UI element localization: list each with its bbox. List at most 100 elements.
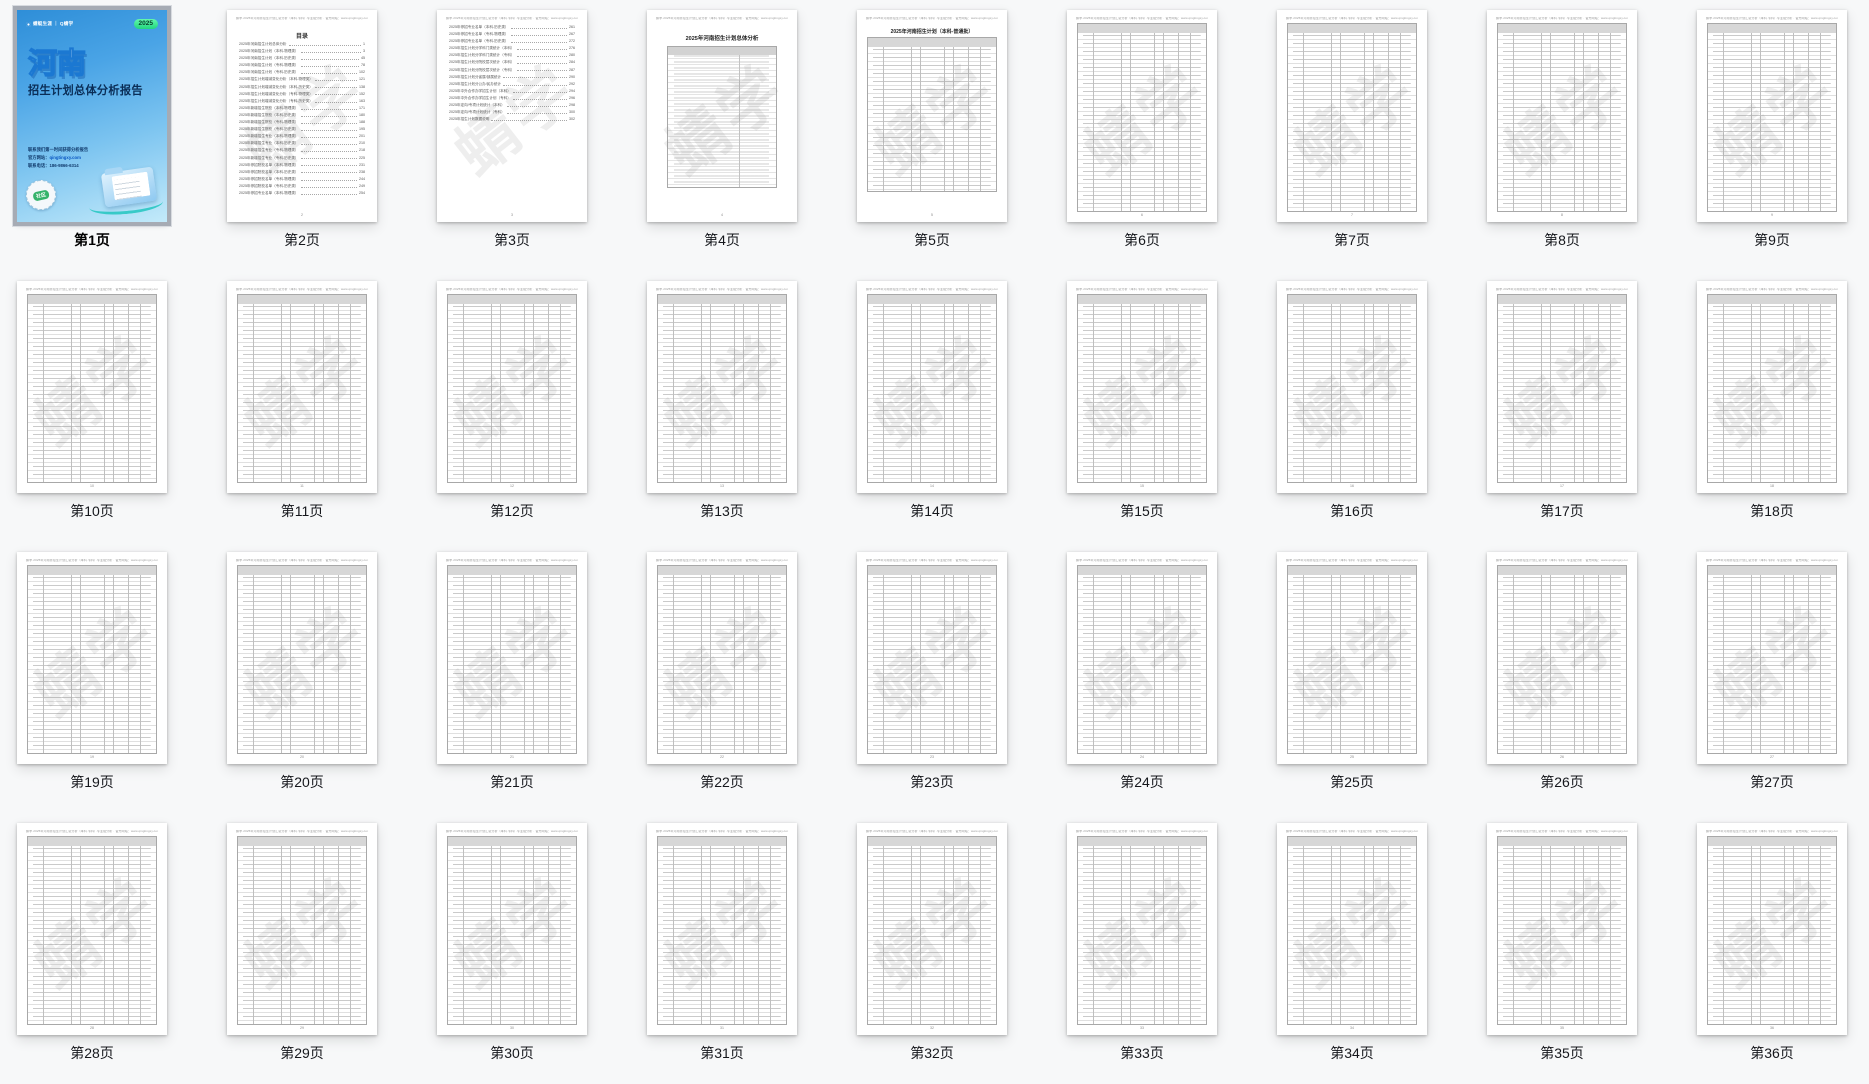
thumbnail-wrapper: 蜻学·2025年河南省招生计划汇总分析（本科·专科）·专业组分析 · 官方网站：… <box>17 281 167 493</box>
cover-subtitle: 招生计划总体分析报告 <box>28 85 143 97</box>
page-thumbnail-13[interactable]: 蜻学·2025年河南省招生计划汇总分析（本科·专科）·专业组分析 · 官方网站：… <box>647 281 797 493</box>
page-cell: 蜻学·2025年河南省招生计划汇总分析（本科·专科）·专业组分析 · 官方网站：… <box>197 0 407 271</box>
page-thumbnail-32[interactable]: 蜻学·2025年河南省招生计划汇总分析（本科·专科）·专业组分析 · 官方网站：… <box>857 823 1007 1035</box>
plan-table <box>867 294 997 483</box>
page-label: 第19页 <box>70 774 114 790</box>
document-sheet-icon <box>111 171 151 201</box>
doc-header-line: 蜻学·2025年河南省招生计划汇总分析（本科·专科）·专业组分析 · 官方网站：… <box>656 288 788 291</box>
page-thumbnail-12[interactable]: 蜻学·2025年河南省招生计划汇总分析（本科·专科）·专业组分析 · 官方网站：… <box>437 281 587 493</box>
page-thumbnail-24[interactable]: 蜻学·2025年河南省招生计划汇总分析（本科·专科）·专业组分析 · 官方网站：… <box>1067 552 1217 764</box>
page-thumbnail-11[interactable]: 蜻学·2025年河南省招生计划汇总分析（本科·专科）·专业组分析 · 官方网站：… <box>227 281 377 493</box>
plan-table <box>237 836 367 1025</box>
page-label: 第27页 <box>1750 774 1794 790</box>
page-thumbnail-22[interactable]: 蜻学·2025年河南省招生计划汇总分析（本科·专科）·专业组分析 · 官方网站：… <box>647 552 797 764</box>
page-thumbnail-17[interactable]: 蜻学·2025年河南省招生计划汇总分析（本科·专科）·专业组分析 · 官方网站：… <box>1487 281 1637 493</box>
doc-header-line: 蜻学·2025年河南省招生计划汇总分析（本科·专科）·专业组分析 · 官方网站：… <box>26 559 158 562</box>
toc-entry-page: 272 <box>569 39 575 44</box>
toc-leader-dots <box>503 77 567 79</box>
doc-header-line: 蜻学·2025年河南省招生计划汇总分析（本科·专科）·专业组分析 · 官方网站：… <box>1076 288 1208 291</box>
page-thumbnail-36[interactable]: 蜻学·2025年河南省招生计划汇总分析（本科·专科）·专业组分析 · 官方网站：… <box>1697 823 1847 1035</box>
page-thumbnail-7[interactable]: 蜻学·2025年河南省招生计划汇总分析（本科·专科）·专业组分析 · 官方网站：… <box>1277 10 1427 222</box>
toc-entry-text: 2025年河南招生计划（本科-历史类） <box>239 56 299 61</box>
plan-table <box>1707 294 1837 483</box>
page-number: 34 <box>1350 1026 1354 1030</box>
toc-leader-dots <box>300 158 357 160</box>
page-thumbnail-3[interactable]: 蜻学·2025年河南省招生计划汇总分析（本科·专科）·专业组分析 · 官方网站：… <box>437 10 587 222</box>
page-label: 第16页 <box>1330 503 1374 519</box>
page-label: 第31页 <box>700 1045 744 1061</box>
thumbnail-wrapper: 蜻学·2025年河南省招生计划汇总分析（本科·专科）·专业组分析 · 官方网站：… <box>437 10 587 222</box>
page-number: 28 <box>90 1026 94 1030</box>
page-thumbnail-2[interactable]: 蜻学·2025年河南省招生计划汇总分析（本科·专科）·专业组分析 · 官方网站：… <box>227 10 377 222</box>
toc-entry-text: 2025年招生计划分院校层次统计（本科） <box>449 60 515 65</box>
plan-table <box>1707 23 1837 212</box>
page-thumbnail-16[interactable]: 蜻学·2025年河南省招生计划汇总分析（本科·专科）·专业组分析 · 官方网站：… <box>1277 281 1427 493</box>
doc-header-line: 蜻学·2025年河南省招生计划汇总分析（本科·专科）·专业组分析 · 官方网站：… <box>1286 17 1418 20</box>
page-thumbnail-19[interactable]: 蜻学·2025年河南省招生计划汇总分析（本科·专科）·专业组分析 · 官方网站：… <box>17 552 167 764</box>
toc-leader-dots <box>512 98 567 100</box>
year-badge: 2025 <box>133 19 158 29</box>
page-thumbnail-33[interactable]: 蜻学·2025年河南省招生计划汇总分析（本科·专科）·专业组分析 · 官方网站：… <box>1067 823 1217 1035</box>
page-thumbnail-23[interactable]: 蜻学·2025年河南省招生计划汇总分析（本科·专科）·专业组分析 · 官方网站：… <box>857 552 1007 764</box>
thumbnail-wrapper: 蜻学·2025年河南省招生计划汇总分析（本科·专科）·专业组分析 · 官方网站：… <box>17 823 167 1035</box>
website-label: 官方网站： <box>28 155 50 160</box>
doc-header-line: 蜻学·2025年河南省招生计划汇总分析（本科·专科）·专业组分析 · 官方网站：… <box>656 559 788 562</box>
toc-entry-text: 2025年招生计划数据说明 <box>449 117 490 122</box>
page-cell: 蜻学·2025年河南省招生计划汇总分析（本科·专科）·专业组分析 · 官方网站：… <box>617 813 827 1084</box>
page-number: 5 <box>931 213 933 217</box>
thumbnail-wrapper: 蜻学·2025年河南省招生计划汇总分析（本科·专科）·专业组分析 · 官方网站：… <box>1697 10 1847 222</box>
page-thumbnail-10[interactable]: 蜻学·2025年河南省招生计划汇总分析（本科·专科）·专业组分析 · 官方网站：… <box>17 281 167 493</box>
thumbnail-wrapper: 蜻学·2025年河南省招生计划汇总分析（本科·专科）·专业组分析 · 官方网站：… <box>437 823 587 1035</box>
page-thumbnail-15[interactable]: 蜻学·2025年河南省招生计划汇总分析（本科·专科）·专业组分析 · 官方网站：… <box>1067 281 1217 493</box>
toc-leader-dots <box>300 193 357 195</box>
page-number: 20 <box>300 755 304 759</box>
page-thumbnail-34[interactable]: 蜻学·2025年河南省招生计划汇总分析（本科·专科）·专业组分析 · 官方网站：… <box>1277 823 1427 1035</box>
toc-entry: 2025年招生计划增减变化分析（专科-历史类） 163 <box>239 99 365 104</box>
thumbnail-wrapper: 蜻学·2025年河南省招生计划汇总分析（本科·专科）·专业组分析 · 官方网站：… <box>1277 10 1427 222</box>
page-thumbnail-1[interactable]: 蜻蜓生涯 ｜ Q蜻学 2025 河南 招生计划总体分析报告 联系我们第一时间获得分析报告… <box>13 6 171 226</box>
page-thumbnail-31[interactable]: 蜻学·2025年河南省招生计划汇总分析（本科·专科）·专业组分析 · 官方网站：… <box>647 823 797 1035</box>
page-number: 23 <box>930 755 934 759</box>
page-thumbnail-4[interactable]: 蜻学·2025年河南省招生计划汇总分析（本科·专科）·专业组分析 · 官方网站：… <box>647 10 797 222</box>
plan-table <box>447 565 577 754</box>
doc-header-line: 蜻学·2025年河南省招生计划汇总分析（本科·专科）·专业组分析 · 官方网站：… <box>236 17 368 20</box>
page-thumbnail-8[interactable]: 蜻学·2025年河南省招生计划汇总分析（本科·专科）·专业组分析 · 官方网站：… <box>1487 10 1637 222</box>
plan-table <box>1077 836 1207 1025</box>
page-number: 33 <box>1140 1026 1144 1030</box>
toc-entry-page: 276 <box>569 46 575 51</box>
table-title: 2025年河南招生计划（本科-普通批） <box>890 29 974 35</box>
page-thumbnail-27[interactable]: 蜻学·2025年河南省招生计划汇总分析（本科·专科）·专业组分析 · 官方网站：… <box>1697 552 1847 764</box>
page-thumbnail-28[interactable]: 蜻学·2025年河南省招生计划汇总分析（本科·专科）·专业组分析 · 官方网站：… <box>17 823 167 1035</box>
page-thumbnail-5[interactable]: 蜻学·2025年河南省招生计划汇总分析（本科·专科）·专业组分析 · 官方网站：… <box>857 10 1007 222</box>
page-number: 26 <box>1560 755 1564 759</box>
toc-entry-text: 2025年中外合作办学招生计划（专科） <box>449 95 511 100</box>
toc-entry-text: 2025年河南招生计划（本科-物理类） <box>239 49 299 54</box>
doc-header-line: 蜻学·2025年河南省招生计划汇总分析（本科·专科）·专业组分析 · 官方网站：… <box>1706 559 1838 562</box>
toc-entry-text: 2025年招生计划分学科门类统计（专科） <box>449 53 515 58</box>
toc-entry: 2025年定向/专项计划统计（本科） 298 <box>449 103 575 108</box>
thumbnail-wrapper: 蜻蜓生涯 ｜ Q蜻学 2025 河南 招生计划总体分析报告 联系我们第一时间获得分析报告… <box>13 6 171 226</box>
page-thumbnail-18[interactable]: 蜻学·2025年河南省招生计划汇总分析（本科·专科）·专业组分析 · 官方网站：… <box>1697 281 1847 493</box>
toc-entry-page: 225 <box>359 155 365 160</box>
toc-entry: 2025年停招院校名单（本科-物理类） 231 <box>239 163 365 168</box>
plan-table <box>657 565 787 754</box>
page-thumbnail-30[interactable]: 蜻学·2025年河南省招生计划汇总分析（本科·专科）·专业组分析 · 官方网站：… <box>437 823 587 1035</box>
page-label: 第4页 <box>704 232 740 248</box>
page-thumbnail-6[interactable]: 蜻学·2025年河南省招生计划汇总分析（本科·专科）·专业组分析 · 官方网站：… <box>1067 10 1217 222</box>
summary-table <box>667 46 777 188</box>
toc-entry: 2025年招生计划分公办/民办统计 292 <box>449 82 575 87</box>
page-thumbnail-26[interactable]: 蜻学·2025年河南省招生计划汇总分析（本科·专科）·专业组分析 · 官方网站：… <box>1487 552 1637 764</box>
toc-entry: 2025年停招专业名单（专科-物理类） 267 <box>449 32 575 37</box>
page-thumbnail-9[interactable]: 蜻学·2025年河南省招生计划汇总分析（本科·专科）·专业组分析 · 官方网站：… <box>1697 10 1847 222</box>
toc-leader-dots <box>314 101 357 103</box>
toc-entry: 2025年新增招生院校（专科-历史类） 195 <box>239 127 365 132</box>
page-thumbnail-21[interactable]: 蜻学·2025年河南省招生计划汇总分析（本科·专科）·专业组分析 · 官方网站：… <box>437 552 587 764</box>
page-thumbnail-20[interactable]: 蜻学·2025年河南省招生计划汇总分析（本科·专科）·专业组分析 · 官方网站：… <box>227 552 377 764</box>
page-thumbnail-35[interactable]: 蜻学·2025年河南省招生计划汇总分析（本科·专科）·专业组分析 · 官方网站：… <box>1487 823 1637 1035</box>
page-label: 第3页 <box>494 232 530 248</box>
page-thumbnail-25[interactable]: 蜻学·2025年河南省招生计划汇总分析（本科·专科）·专业组分析 · 官方网站：… <box>1277 552 1427 764</box>
seal-stamp-text: 社区 <box>32 188 50 202</box>
plan-table <box>1497 294 1627 483</box>
page-thumbnail-14[interactable]: 蜻学·2025年河南省招生计划汇总分析（本科·专科）·专业组分析 · 官方网站：… <box>857 281 1007 493</box>
page-thumbnail-29[interactable]: 蜻学·2025年河南省招生计划汇总分析（本科·专科）·专业组分析 · 官方网站：… <box>227 823 377 1035</box>
